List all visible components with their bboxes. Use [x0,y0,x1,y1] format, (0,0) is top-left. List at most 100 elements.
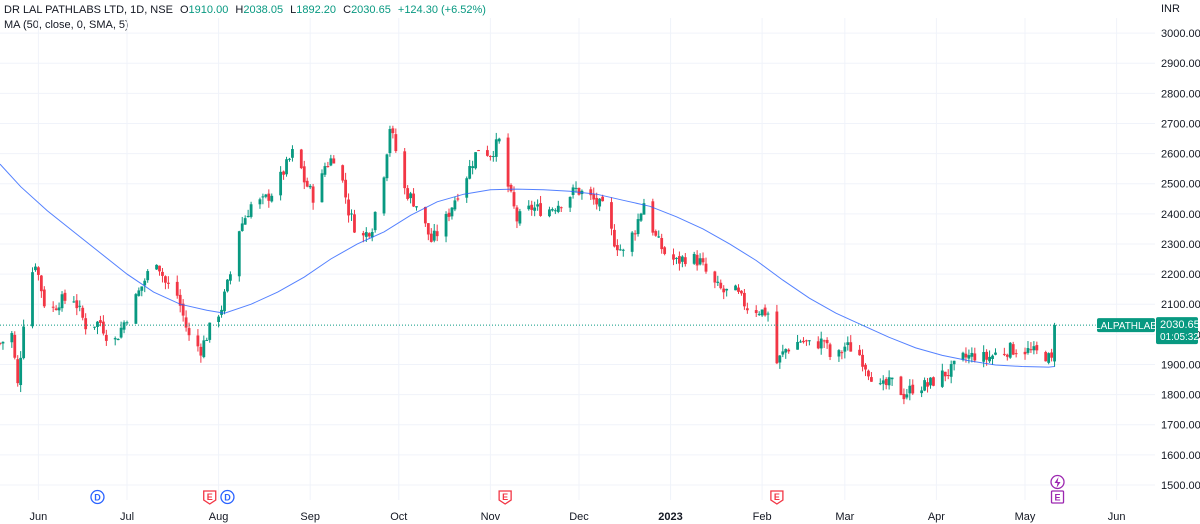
y-tick-label: 2800.00 [1161,88,1200,100]
candle-body [494,139,498,157]
candle-body [1002,353,1006,355]
candle-body [261,196,265,198]
candle-body [134,294,138,324]
candle-body [122,322,126,330]
price-tag-box [1156,317,1198,345]
candle-body [0,343,2,345]
candle-body [926,382,929,387]
candle-body [42,289,46,307]
x-tick-label: Jul [120,511,134,523]
candle-body [426,223,430,235]
candle-body [196,335,200,347]
candle-body [840,352,844,354]
candle-body [101,321,105,334]
candle-body [96,321,99,327]
x-tick-label: Sep [300,511,320,523]
dividend-marker-icon[interactable] [90,489,105,505]
candle-body [497,138,501,142]
candle-body [364,232,368,237]
candle-body [240,223,244,231]
candle-body [75,300,79,309]
candle-body [249,204,253,217]
candle-body [184,317,188,328]
dividend-marker-label: D [224,493,231,503]
candle-body [636,219,640,235]
indicator-legend[interactable]: MA (50, close, 0, SMA, 5) [4,19,129,31]
x-tick-label: Feb [753,511,772,523]
candle-body [940,370,944,387]
candle-body [943,371,947,377]
candle-body [802,340,805,343]
time-axis[interactable]: Jun Jul Aug Sep Oct Nov Dec 2023 Feb Mar Apr May Jun [30,511,1126,523]
candle-body [385,154,389,179]
candle-body [548,209,551,217]
candle-body [527,205,531,210]
candle-body [146,271,150,281]
dividend-marker-icon[interactable] [220,489,235,505]
y-tick-label: 2300.00 [1161,239,1200,251]
open-label: O [179,4,189,16]
candle-body [60,294,64,309]
candle-body [181,303,185,316]
candle-body [1044,352,1048,362]
candle-body [961,352,965,360]
candle-body [72,301,76,303]
candle-body [887,377,891,386]
candle-body [341,165,345,181]
y-tick-label: 2100.00 [1161,299,1200,311]
candle-body [982,352,986,362]
open-value: 1910.00 [188,4,229,16]
candle-body [568,196,572,208]
candle-body [908,385,912,394]
candle-body [471,166,475,169]
candle-body [878,383,882,385]
candle-body [99,320,102,323]
candle-body [308,185,312,188]
price-axis[interactable]: 3000.00 2900.00 2800.00 2700.00 2600.00 2500.… [1161,28,1200,492]
y-tick-label: 2200.00 [1161,269,1200,281]
candle-body [991,355,994,359]
candle-body [264,194,268,197]
candle-body [633,233,637,235]
earnings-marker-icon[interactable] [498,490,512,505]
candle-body [654,231,658,236]
candle-body [311,186,315,203]
y-tick-label: 2700.00 [1161,118,1200,130]
candle-body [373,211,377,231]
upcoming-earnings-marker-icon[interactable] [1050,490,1065,504]
candle-body [208,322,212,340]
x-tick-label: 2023 [658,511,682,523]
y-tick-label: 1800.00 [1161,390,1200,402]
candle-body [695,254,699,266]
candle-body [39,275,43,292]
candle-body [199,346,203,356]
candle-body [932,377,935,386]
candle-body [164,276,167,283]
currency-label: INR [1161,3,1180,15]
candle-body [1047,353,1051,363]
candle-body [973,353,977,361]
candle-body [267,193,271,201]
earnings-marker-icon[interactable] [770,490,784,505]
candle-body [994,352,997,355]
candle-body [861,354,864,367]
candle-body [704,263,708,272]
x-tick-label: Jun [1108,511,1126,523]
candle-body [849,342,853,352]
candle-body [226,279,229,292]
candle-body [518,211,522,224]
candle-body [477,150,480,152]
candle-body [716,281,720,283]
candle-body [515,207,519,222]
candle-body [598,198,602,207]
candle-body [967,355,971,359]
candle-body [488,155,492,157]
y-tick-label: 2600.00 [1161,149,1200,161]
candle-body [116,338,120,341]
candle-body [237,231,241,277]
candle-body [382,177,386,214]
candle-body [799,341,802,343]
earnings-marker-icon[interactable] [203,490,217,505]
candle-body [326,166,330,168]
